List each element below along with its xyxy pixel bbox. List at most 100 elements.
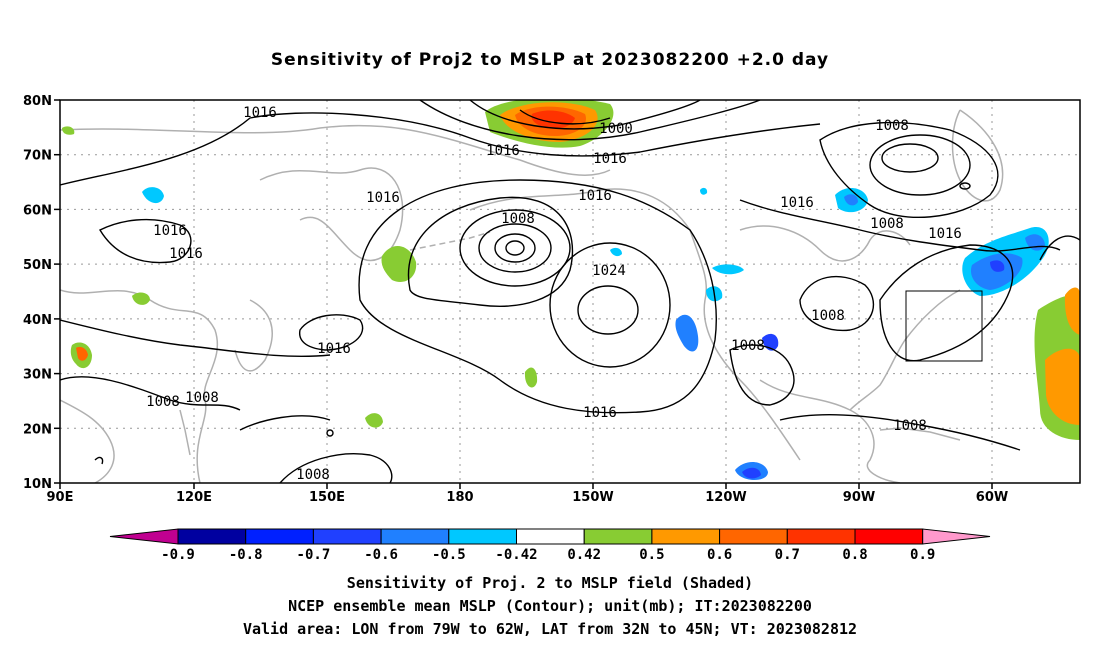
colorbar-right-arrow: [922, 528, 991, 545]
graticule: [60, 100, 1080, 483]
lon-tick-label: 90E: [47, 490, 74, 505]
coast-japan: [234, 299, 273, 372]
lat-tick-label: 80N: [23, 94, 52, 109]
lon-tick-label: 180: [446, 490, 473, 505]
contour-996-greenland: [959, 182, 971, 190]
lat-tick-label: 70N: [23, 149, 52, 164]
contour-1016-atlantic: [879, 244, 1014, 362]
coast-aleutians: [409, 231, 491, 251]
lat-tick-label: 20N: [23, 422, 52, 437]
colorbar-swatch: [380, 528, 450, 545]
contour-1016-high: [358, 179, 717, 414]
plot-frame: [59, 99, 1081, 484]
contour-label: 1016: [928, 226, 962, 242]
contour-low-1004: [478, 223, 552, 273]
contour-label: 1016: [317, 341, 351, 357]
contour-low-996: [505, 240, 525, 256]
contour-low-1008: [459, 209, 571, 287]
colorbar-swatch: [448, 528, 517, 545]
contour-1004-greenland: [869, 134, 971, 196]
caption-shaded: Sensitivity of Proj. 2 to MSLP field (Sh…: [346, 574, 754, 592]
coast-philippines: [179, 409, 191, 456]
contour-1012-canada: [739, 199, 1061, 252]
valid-area-box: [905, 290, 983, 362]
map-title: Sensitivity of Proj2 to MSLP at 20230822…: [270, 50, 830, 70]
colorbar-label: -0.9: [161, 547, 195, 563]
shade-cyan-asia: [142, 187, 164, 204]
shade-cyan-nw2: [712, 264, 744, 275]
coast-na-west: [469, 188, 801, 461]
latitude-axis: 80N 70N 60N 50N 40N 30N 20N 10N: [23, 94, 60, 492]
shade-orange-atlantic: [1045, 348, 1080, 425]
shade-blue-canada: [844, 194, 858, 206]
coast-kamchatka: [259, 167, 404, 261]
contour-1016-asia-ring: [99, 218, 192, 264]
contour-label: 1016: [486, 143, 520, 159]
colorbar-swatch: [312, 528, 382, 545]
lon-tick-label: 150W: [572, 490, 613, 505]
contour-1016-north: [60, 112, 821, 186]
colorbar-label: 0.8: [842, 547, 867, 563]
contour-1012-low: [407, 196, 574, 307]
colorbar-label: 0.9: [910, 547, 935, 563]
caption-contour: NCEP ensemble mean MSLP (Contour); unit(…: [288, 597, 812, 615]
shade-green-bering: [381, 245, 417, 282]
contour-labels: 1016 1016 1016 1016 1016 1016 1016 1016 …: [146, 105, 962, 483]
colorbar-swatch: [516, 528, 585, 545]
contour-small-ring: [326, 429, 334, 437]
colorbar-swatch: [583, 528, 653, 545]
colorbar-label: -0.8: [229, 547, 263, 563]
colorbar-label: -0.5: [432, 547, 466, 563]
contour-label: 1016: [780, 195, 814, 211]
coast-arctic: [60, 124, 611, 176]
contour-1000-greenland: [881, 143, 939, 173]
contour-label: 1008: [146, 394, 180, 410]
contour-label: 1000: [599, 121, 633, 137]
contour-1016-west: [60, 319, 331, 358]
contour-1016-east: [1039, 235, 1080, 261]
colorbar-swatch: [651, 528, 721, 545]
colorbar-label: 0.7: [775, 547, 800, 563]
colorbar-label: -0.7: [297, 547, 331, 563]
lat-tick-label: 40N: [23, 313, 52, 328]
coast-gulf: [759, 379, 901, 483]
colorbar-swatch: [719, 528, 788, 545]
lon-tick-label: 150E: [309, 490, 345, 505]
shade-green-arctic: [62, 126, 75, 135]
mslp-contours: [60, 100, 1080, 483]
lat-tick-label: 50N: [23, 258, 52, 273]
coast-east-asia: [60, 289, 219, 483]
shade-blue-california: [675, 314, 699, 352]
shade-darkblue-newfoundland: [990, 260, 1005, 272]
colorbar-left-arrow: [109, 528, 179, 545]
contour-label: 1016: [153, 223, 187, 239]
shade-orange-atlantic2: [1064, 287, 1080, 335]
contour-label: 1008: [731, 338, 765, 354]
coast-caribbean: [879, 427, 961, 441]
contour-label: 1008: [185, 390, 219, 406]
contour-1008-mexico: [729, 344, 795, 406]
contour-label: 1016: [578, 188, 612, 204]
contour-1008-caribbean: [779, 413, 1021, 451]
contour-1020-high: [549, 242, 671, 368]
shade-green-asia: [132, 292, 150, 305]
lon-tick-label: 90W: [843, 490, 875, 505]
lat-tick-label: 10N: [23, 477, 52, 492]
coast-hudson: [739, 225, 911, 262]
colorbar: -0.9 -0.8 -0.7 -0.6 -0.5 -0.42 0.42 0.5 0.6 0.7 0.…: [109, 528, 991, 563]
coast-indochina: [60, 399, 115, 483]
longitude-axis: 90E 120E 150E 180 150W 120W 90W 60W: [47, 483, 1008, 505]
coast-greenland: [951, 109, 1004, 202]
contour-label: 1008: [811, 308, 845, 324]
contour-small: [94, 456, 104, 465]
colorbar-label: 0.6: [707, 547, 732, 563]
shade-cyan-pacific: [610, 247, 622, 257]
contour-label: 1008: [501, 211, 535, 227]
contour-1024-high: [577, 285, 639, 335]
lon-tick-label: 120W: [705, 490, 746, 505]
contour-label: 1016: [366, 190, 400, 206]
contour-1008-greenland: [819, 121, 999, 219]
lat-tick-label: 60N: [23, 203, 52, 218]
contour-label: 1024: [592, 263, 626, 279]
